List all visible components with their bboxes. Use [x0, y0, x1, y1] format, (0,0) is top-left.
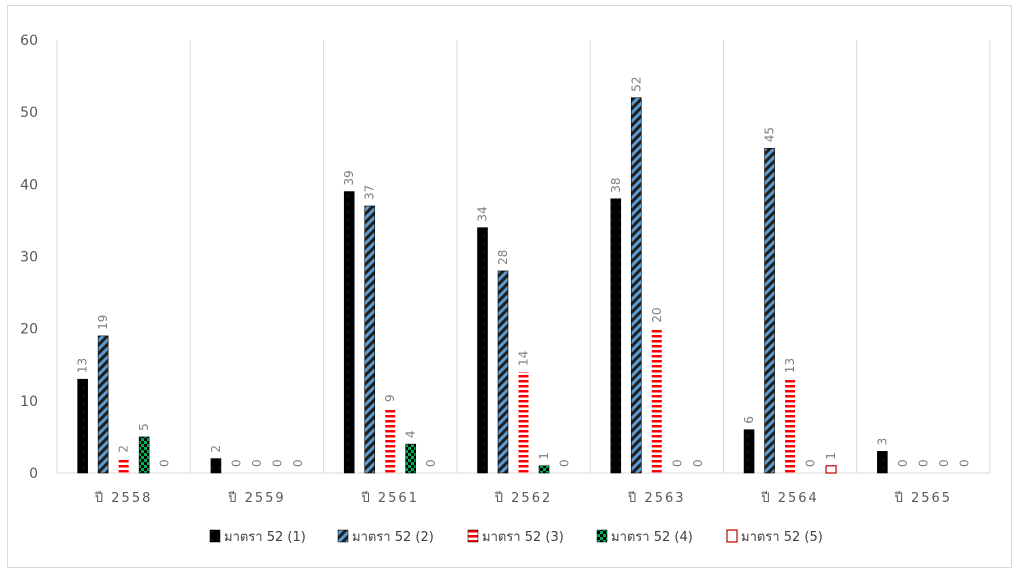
y-tick-label: 0 [29, 466, 38, 482]
data-label: 37 [363, 185, 377, 200]
data-label: 0 [229, 459, 243, 467]
data-label: 34 [476, 206, 490, 221]
legend-label: มาตรา 52 (1) [224, 530, 306, 545]
legend-swatch [337, 529, 349, 543]
data-label: 0 [558, 459, 572, 467]
data-label: 52 [629, 76, 643, 91]
data-label: 0 [896, 459, 910, 467]
data-label: 3 [875, 438, 889, 446]
bar [630, 97, 642, 474]
data-label: 20 [650, 307, 664, 322]
bar [785, 379, 796, 473]
bars [77, 97, 888, 474]
y-tick-label: 60 [20, 33, 38, 49]
bar [877, 451, 888, 474]
bar [610, 198, 622, 474]
data-label: 0 [250, 459, 264, 467]
y-tick-label: 50 [20, 105, 38, 121]
bar [825, 465, 837, 474]
data-label: 13 [76, 358, 90, 373]
data-label: 39 [342, 170, 356, 185]
data-label: 0 [670, 459, 684, 467]
data-label: 0 [424, 459, 438, 467]
x-tick-label: ปี 2564 [760, 490, 818, 506]
bar [651, 328, 662, 473]
legend-swatch [726, 529, 738, 543]
data-label: 0 [270, 459, 284, 467]
bar [497, 270, 509, 474]
legend-label: มาตรา 52 (2) [352, 530, 434, 545]
data-label: 19 [96, 315, 110, 330]
bar [97, 335, 109, 474]
bar [138, 436, 150, 474]
legend-label: มาตรา 52 (3) [482, 530, 564, 545]
y-tick-label: 30 [20, 250, 38, 266]
data-label: 45 [763, 127, 777, 142]
legend-label: มาตรา 52 (5) [741, 530, 823, 545]
x-tick-label: ปี 2565 [894, 490, 952, 506]
data-label: 0 [291, 459, 305, 467]
x-tick-label: ปี 2561 [360, 490, 418, 506]
data-label: 6 [742, 416, 756, 424]
bar [364, 205, 376, 474]
data-label: 0 [957, 459, 971, 467]
data-label: 13 [783, 358, 797, 373]
y-tick-label: 20 [20, 322, 38, 338]
data-label: 0 [937, 459, 951, 467]
bar [405, 443, 417, 474]
bar [343, 191, 355, 474]
bar [77, 378, 88, 474]
legend: มาตรา 52 (1) มาตรา 52 (2) มาตรา 52 (3) มาตร… [209, 529, 823, 545]
data-label: 2 [209, 445, 223, 453]
x-tick-label: ปี 2558 [94, 490, 152, 506]
data-label: 1 [824, 452, 838, 460]
x-tick-label: ปี 2563 [627, 490, 685, 506]
bar [385, 408, 396, 473]
x-tick-label: ปี 2562 [494, 490, 552, 506]
data-label: 0 [158, 459, 172, 467]
data-label: 0 [804, 459, 818, 467]
bar [518, 371, 529, 473]
bar [210, 458, 222, 474]
bar [743, 429, 755, 474]
chart-frame [7, 5, 1012, 568]
data-label: 4 [404, 430, 418, 438]
legend-label: มาตรา 52 (4) [611, 530, 693, 545]
bar [538, 465, 550, 474]
data-label: 14 [517, 351, 531, 366]
data-label: 2 [117, 445, 131, 453]
data-label: 9 [383, 394, 397, 402]
data-label: 5 [137, 423, 151, 431]
bar [764, 147, 775, 474]
bar [477, 227, 488, 474]
y-tick-label: 10 [20, 394, 38, 410]
data-label: 0 [691, 459, 705, 467]
data-label: 0 [916, 459, 930, 467]
bar [118, 458, 129, 473]
data-label: 28 [496, 250, 510, 265]
legend-swatch [209, 529, 221, 543]
legend-swatch [467, 529, 479, 543]
legend-swatch [596, 529, 608, 543]
data-label: 1 [537, 452, 551, 460]
y-tick-label: 40 [20, 177, 38, 193]
x-tick-label: ปี 2559 [227, 490, 285, 506]
data-label: 38 [609, 177, 623, 192]
